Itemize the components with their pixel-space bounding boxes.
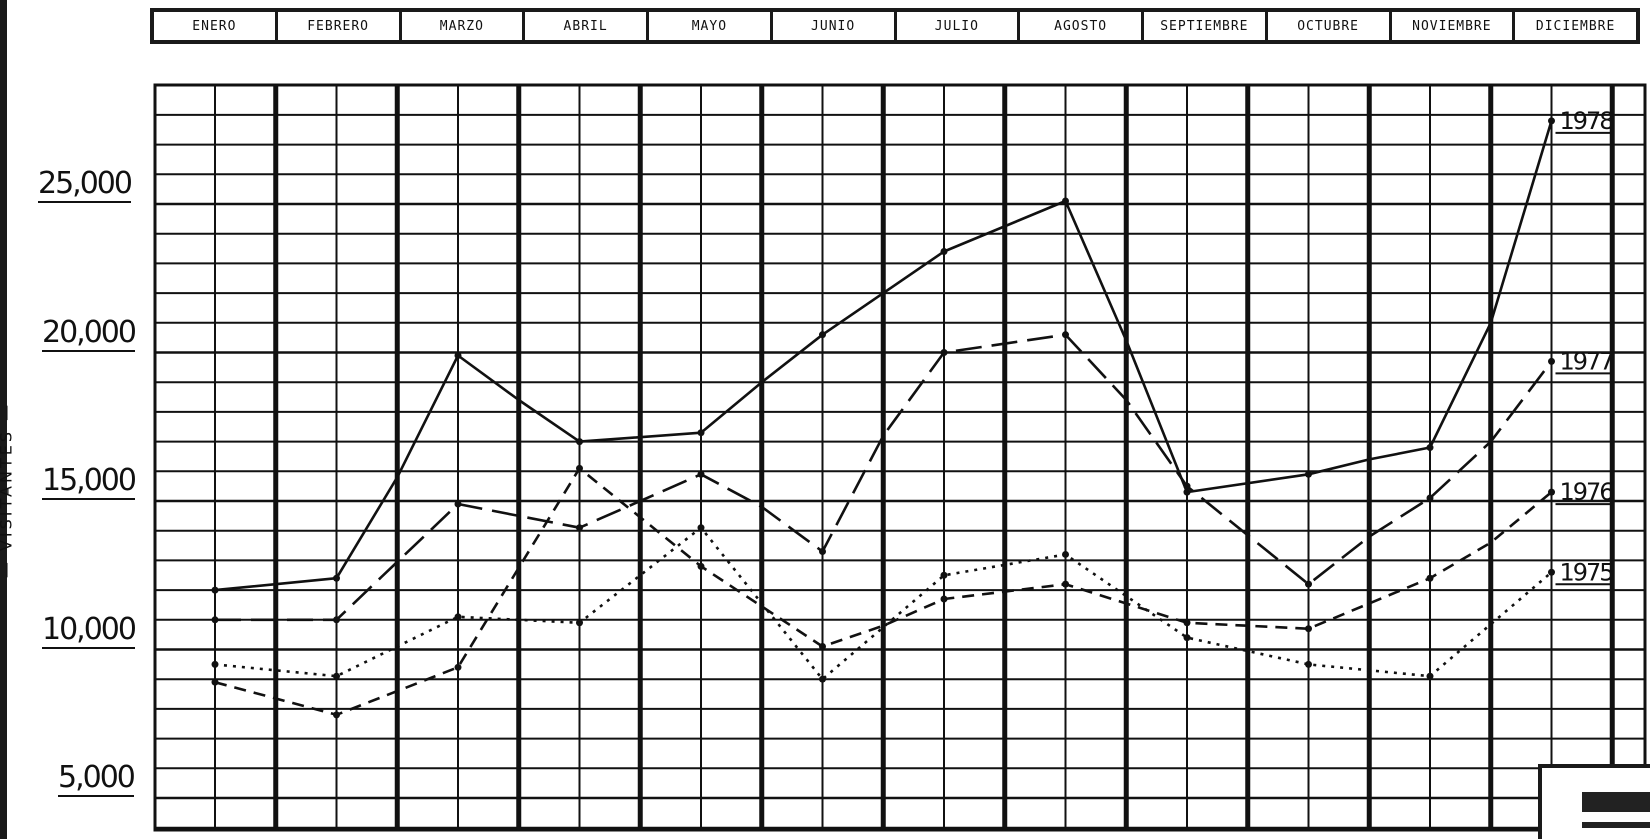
data-point: [697, 524, 705, 532]
legend-bar: [1582, 822, 1650, 828]
data-point: [1426, 574, 1434, 582]
data-point: [211, 678, 219, 686]
data-point: [697, 429, 705, 437]
month-label: FEBRERO: [278, 12, 402, 40]
month-label: MAYO: [649, 12, 773, 40]
data-point: [940, 595, 948, 603]
series-label: 1978: [1560, 107, 1614, 135]
month-label: SEPTIEMBRE: [1144, 12, 1268, 40]
data-point: [1183, 488, 1191, 496]
legend-box: [1538, 764, 1650, 839]
month-label: ABRIL: [525, 12, 649, 40]
y-tick-label: 10,000: [42, 611, 137, 649]
data-point: [576, 619, 583, 627]
series-1976: 1976: [211, 464, 1615, 719]
series-label: 1977: [1560, 347, 1614, 375]
y-tick-text: 10,000: [42, 611, 137, 649]
month-label: JULIO: [897, 12, 1021, 40]
data-point: [697, 470, 705, 478]
data-point: [454, 613, 462, 621]
data-point: [1305, 625, 1312, 633]
data-point: [697, 562, 705, 570]
data-point: [1183, 634, 1191, 642]
data-point: [940, 248, 948, 256]
data-point: [1305, 470, 1312, 478]
data-point: [333, 672, 340, 680]
plot-frame: [153, 83, 1647, 832]
data-point: [1426, 444, 1434, 452]
data-point: [1305, 660, 1312, 668]
data-point: [819, 643, 826, 651]
data-point: [819, 547, 826, 555]
data-point: [819, 675, 826, 683]
data-point: [211, 586, 219, 594]
data-point: [1183, 619, 1191, 627]
y-tick-text: 15,000: [42, 463, 137, 500]
data-point: [1426, 494, 1434, 502]
data-point: [940, 349, 948, 356]
data-point: [211, 616, 219, 624]
data-point: [1548, 357, 1555, 365]
month-label: OCTUBRE: [1268, 12, 1392, 40]
series-line: [215, 333, 1553, 622]
data-point: [819, 331, 826, 339]
series-label: 1975: [1560, 558, 1614, 586]
y-tick-label: 15,000: [42, 463, 137, 500]
data-point: [454, 500, 462, 508]
y-tick-label: 20,000: [42, 314, 137, 352]
series-line: [214, 526, 1553, 681]
data-point: [1426, 672, 1434, 680]
data-point: [1548, 117, 1555, 125]
data-point: [576, 524, 583, 532]
data-point: [1548, 568, 1555, 576]
series-1977: 1977: [211, 331, 1615, 624]
y-tick-text: 5,000: [58, 760, 136, 797]
legend-bar: [1582, 792, 1650, 812]
series-line: [214, 466, 1553, 717]
grid: [153, 83, 1647, 832]
data-point: [576, 438, 583, 446]
series-1975: 1975: [211, 524, 1615, 683]
data-point: [1183, 482, 1191, 490]
month-label: NOVIEMBRE: [1392, 12, 1516, 40]
data-point: [333, 574, 340, 582]
month-header-bar: ENERO FEBRERO MARZO ABRIL MAYO JUNIO JULIO AGOS…: [150, 8, 1640, 44]
data-point: [211, 660, 219, 668]
data-point: [576, 464, 583, 472]
series-label: 1976: [1560, 478, 1614, 506]
data-point: [333, 711, 340, 719]
data-point: [1062, 197, 1069, 205]
series-1978: 1978: [211, 107, 1615, 594]
month-label: ENERO: [154, 12, 278, 40]
month-label: DICIEMBRE: [1535, 18, 1616, 34]
data-point: [1305, 580, 1312, 588]
data-point: [454, 351, 462, 359]
data-point: [1062, 550, 1069, 558]
month-label: MARZO: [402, 12, 526, 40]
y-tick-label: 25,000: [38, 166, 133, 203]
data-point: [940, 571, 948, 579]
left-border: [0, 0, 7, 839]
month-label: JUNIO: [773, 12, 897, 40]
data-point: [1548, 488, 1555, 496]
data-point: [1062, 580, 1069, 588]
data-point: [1062, 331, 1069, 339]
data-point: [333, 616, 340, 624]
y-tick-label: 5,000: [58, 760, 136, 797]
data-point: [454, 663, 462, 671]
y-tick-text: 25,000: [38, 166, 133, 203]
y-tick-text: 20,000: [42, 314, 137, 352]
month-label: AGOSTO: [1020, 12, 1144, 40]
